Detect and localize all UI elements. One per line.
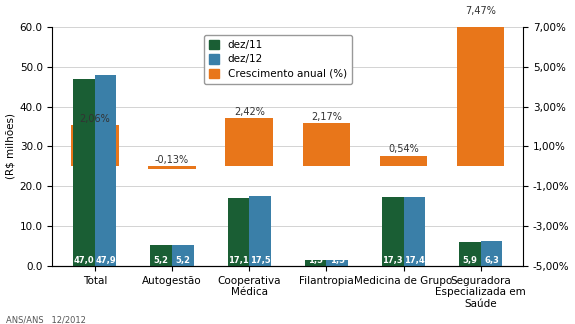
- Bar: [148, 166, 196, 169]
- Text: 2,17%: 2,17%: [311, 111, 342, 122]
- Bar: [95, 75, 117, 266]
- Bar: [151, 245, 172, 266]
- Text: 6,3: 6,3: [484, 256, 499, 265]
- Bar: [459, 242, 481, 266]
- Text: 5,2: 5,2: [154, 256, 168, 265]
- Bar: [380, 156, 427, 166]
- Text: 1,5: 1,5: [308, 256, 323, 265]
- Text: 5,9: 5,9: [462, 256, 477, 265]
- Text: 47,9: 47,9: [95, 256, 116, 265]
- Bar: [249, 196, 271, 266]
- Text: 17,4: 17,4: [404, 256, 425, 265]
- Text: ANS/ANS   12/2012: ANS/ANS 12/2012: [6, 315, 86, 324]
- Legend: dez/11, dez/12, Crescimento anual (%): dez/11, dez/12, Crescimento anual (%): [204, 35, 352, 84]
- Bar: [382, 197, 404, 266]
- Text: 47,0: 47,0: [74, 256, 94, 265]
- Bar: [225, 118, 273, 166]
- Text: 17,1: 17,1: [228, 256, 249, 265]
- Bar: [73, 79, 95, 266]
- Bar: [172, 245, 194, 266]
- Bar: [302, 123, 350, 166]
- Text: 17,5: 17,5: [250, 256, 270, 265]
- Text: -0,13%: -0,13%: [155, 155, 189, 165]
- Bar: [327, 260, 348, 266]
- Text: 5,2: 5,2: [175, 256, 190, 265]
- Text: 2,06%: 2,06%: [79, 114, 110, 124]
- Bar: [404, 197, 425, 266]
- Bar: [457, 17, 504, 166]
- Text: 7,47%: 7,47%: [465, 6, 496, 16]
- Bar: [228, 198, 249, 266]
- Bar: [481, 241, 503, 266]
- Bar: [71, 125, 118, 166]
- Text: 17,3: 17,3: [382, 256, 403, 265]
- Text: 0,54%: 0,54%: [388, 144, 419, 154]
- Y-axis label: (R$ milhões): (R$ milhões): [6, 113, 16, 179]
- Text: 2,42%: 2,42%: [234, 107, 264, 117]
- Text: 1,5: 1,5: [329, 256, 344, 265]
- Bar: [305, 260, 327, 266]
